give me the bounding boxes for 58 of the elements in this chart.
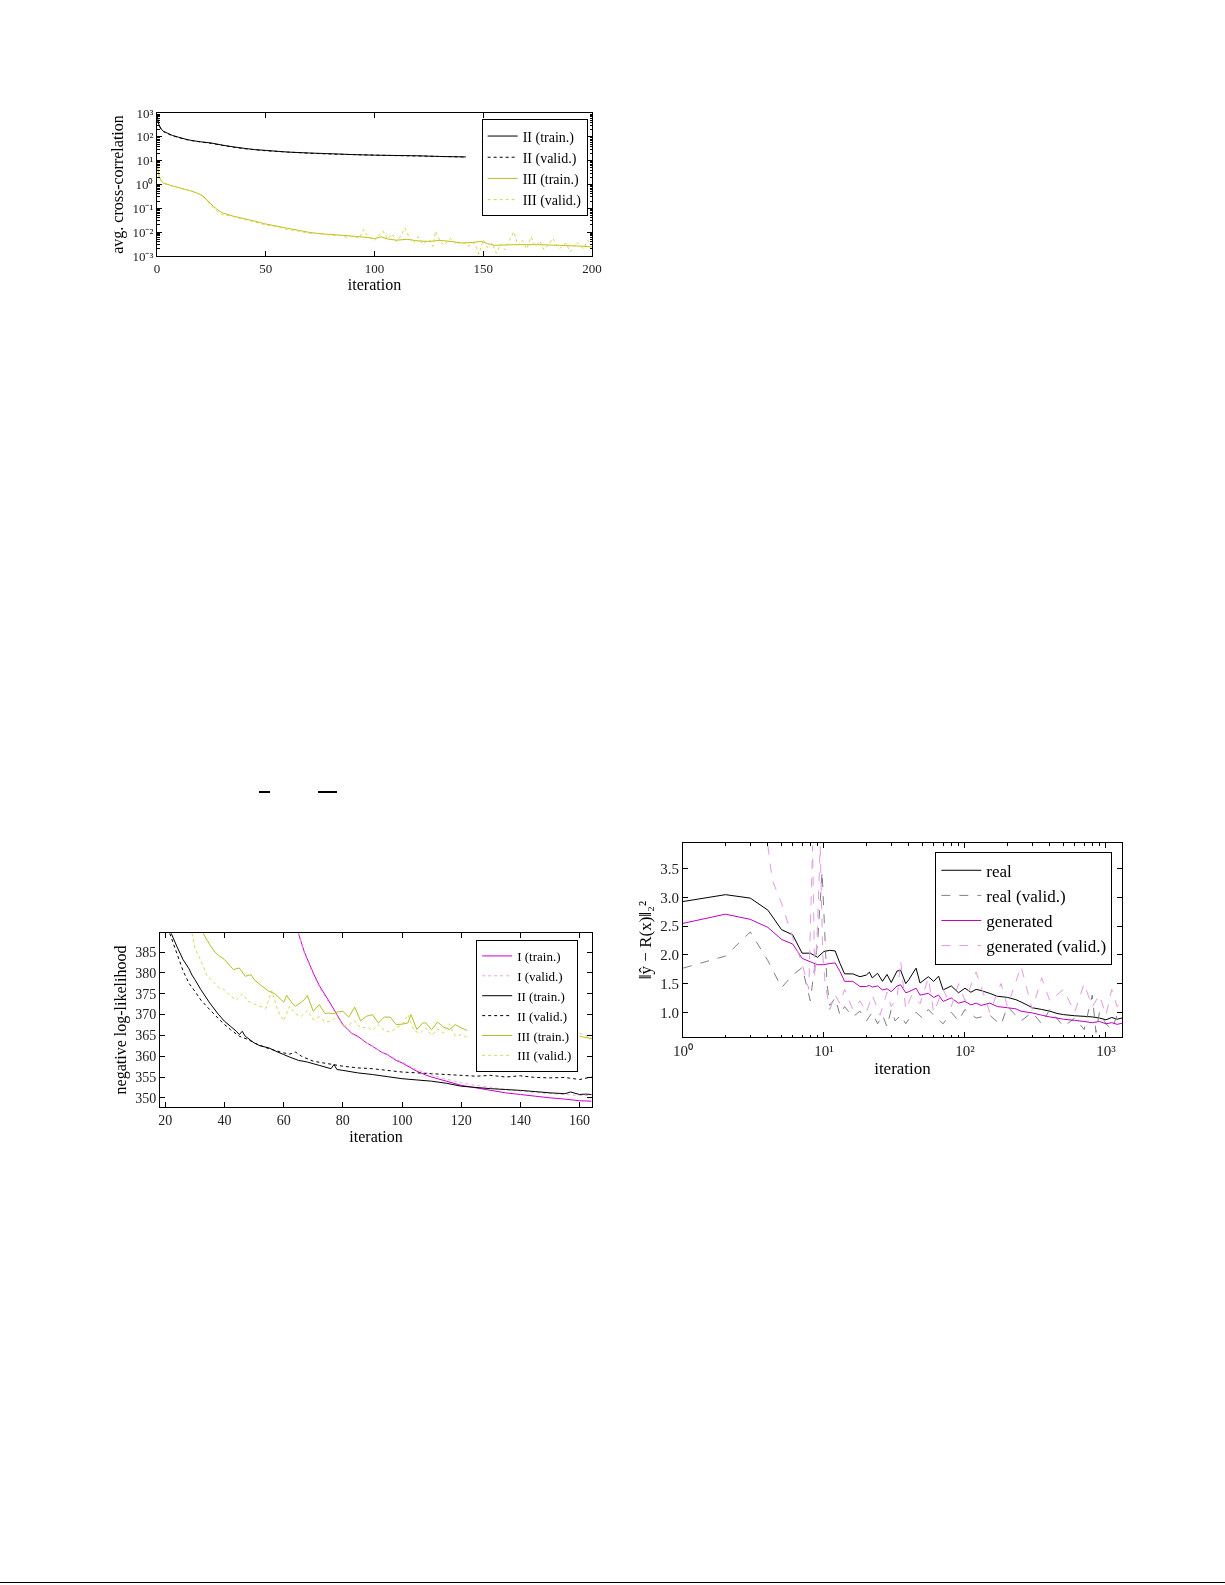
x-tick-label: 200: [582, 260, 602, 276]
y-tick-label: 1.5: [660, 975, 679, 992]
x-tick-label: 40: [217, 1112, 232, 1128]
y-axis-title: ‖ŷ − R(x)‖₂²: [635, 900, 655, 980]
y-tick-label: 355: [135, 1069, 157, 1085]
legend-label: generated (valid.): [986, 937, 1107, 957]
x-tick-label: 100: [364, 260, 385, 276]
legend-label: generated: [986, 912, 1053, 932]
y-tick-label: 10¹: [136, 153, 154, 169]
legend-label: I (train.): [517, 948, 561, 964]
y-tick-label: 10⁻³: [132, 248, 154, 264]
legend-label: III (valid.): [517, 1048, 572, 1064]
y-tick-label: 10⁻²: [132, 224, 154, 240]
y-tick-label: 365: [135, 1028, 157, 1044]
legend-label: II (valid.): [517, 1008, 567, 1024]
legend-label: III (train.): [517, 1028, 570, 1044]
x-tick-label: 160: [569, 1112, 591, 1128]
x-axis-title: iteration: [349, 1128, 403, 1146]
legend-label: real: [986, 861, 1013, 881]
x-tick-label: 120: [450, 1112, 472, 1128]
legend-label: real (valid.): [986, 887, 1066, 907]
y-tick-label: 2.0: [660, 947, 679, 964]
x-axis-title: iteration: [874, 1059, 932, 1079]
x-tick-label: 80: [335, 1112, 350, 1128]
y-tick-label: 10³: [136, 105, 154, 121]
x-tick-label: 10¹: [814, 1043, 834, 1059]
y-tick-label: 1.0: [660, 1004, 679, 1021]
x-tick-label: 60: [276, 1112, 291, 1128]
y-tick-label: 370: [135, 1007, 157, 1023]
legend-label: I (valid.): [517, 968, 563, 984]
y-tick-label: 10⁻¹: [132, 200, 154, 216]
y-tick-label: 380: [135, 965, 157, 981]
legend-label: II (train.): [522, 129, 575, 146]
y-tick-label: 3.0: [660, 889, 679, 906]
y-tick-label: 3.5: [660, 861, 679, 878]
legend-label: II (valid.): [522, 150, 577, 167]
x-tick-label: 10²: [955, 1043, 976, 1059]
y-tick-label: 360: [135, 1049, 157, 1065]
x-axis-title: iteration: [347, 276, 402, 294]
y-tick-label: 375: [135, 986, 157, 1002]
y-tick-label: 10²: [136, 129, 154, 145]
legend-label: III (train.): [522, 171, 579, 188]
x-tick-label: 10³: [1096, 1043, 1117, 1059]
x-tick-label: 20: [158, 1112, 173, 1128]
y-axis-title: avg. cross-correlation: [109, 115, 128, 254]
x-tick-label: 100: [391, 1112, 413, 1128]
y-tick-label: 10⁰: [135, 177, 154, 193]
x-tick-label: 50: [259, 260, 273, 276]
y-tick-label: 350: [135, 1090, 157, 1106]
y-tick-label: 385: [135, 945, 157, 961]
y-tick-label: 2.5: [660, 918, 679, 935]
y-axis-title: negative log-likelihood: [112, 945, 131, 1095]
x-tick-label: 0: [153, 260, 161, 276]
legend-label: II (train.): [517, 988, 565, 1004]
x-tick-label: 10⁰: [673, 1043, 693, 1059]
legend-label: III (valid.): [522, 193, 582, 210]
x-tick-label: 140: [509, 1112, 531, 1128]
x-tick-label: 150: [473, 260, 493, 276]
